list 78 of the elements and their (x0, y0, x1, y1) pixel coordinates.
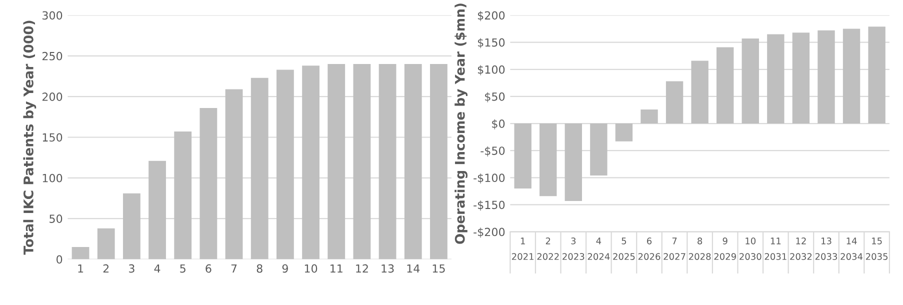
bar (691, 60, 708, 124)
x-tick-label: 6 (206, 264, 212, 273)
bar (122, 193, 140, 260)
y-tick-label: $0 (492, 119, 505, 130)
bar (148, 160, 166, 260)
y-tick-label: 150 (42, 133, 62, 142)
y-axis-title: Operating Income by Year ($mn) (454, 4, 468, 244)
x-tick-label: 10 2030 (740, 238, 762, 260)
x-tick-label: 7 (231, 264, 237, 273)
bar (615, 124, 633, 142)
bar (276, 70, 294, 260)
bar (200, 108, 218, 260)
x-tick-label: 5 2025 (613, 238, 635, 260)
x-tick-label: 1 (78, 264, 84, 273)
x-tick-label: 10 (304, 264, 318, 273)
y-tick-label: -$150 (474, 200, 505, 211)
x-tick-label: 14 2034 (840, 238, 863, 260)
y-tick-label: 0 (56, 255, 62, 264)
bar (564, 124, 582, 201)
x-tick-label: 12 2032 (790, 238, 812, 260)
bar (742, 38, 759, 124)
bar (666, 81, 684, 124)
bar (842, 28, 860, 124)
y-axis-title: Total IKC Patients by Year (000) (23, 20, 36, 255)
bar (404, 64, 422, 260)
bar (590, 124, 608, 176)
bar (174, 132, 192, 260)
bar (72, 247, 90, 260)
x-tick-label: 8 2028 (689, 238, 711, 260)
x-tick-label: 4 2024 (588, 238, 610, 260)
x-tick-label: 9 2029 (714, 238, 736, 260)
y-tick-label: 50 (50, 214, 62, 223)
x-tick-label: 6 2026 (638, 238, 660, 260)
bar (430, 64, 448, 260)
x-tick-label: 3 (129, 264, 134, 273)
y-tick-label: $150 (478, 38, 505, 48)
x-tick-label: 13 2033 (815, 238, 838, 260)
x-tick-label: 8 (256, 264, 262, 273)
bar (225, 89, 243, 260)
y-tick-label: 250 (42, 52, 62, 60)
x-tick-label: 14 (407, 264, 420, 273)
x-tick-label: 3 2023 (562, 238, 584, 260)
bar (328, 64, 346, 260)
bar (716, 47, 734, 124)
x-tick-label: 5 (180, 264, 186, 273)
bar (868, 26, 886, 124)
bar (818, 30, 835, 124)
x-tick-label: 9 (282, 264, 288, 273)
bar (640, 109, 658, 124)
x-tick-label: 1 2021 (512, 238, 534, 260)
bar (353, 64, 371, 260)
x-tick-label: 11 (330, 264, 342, 273)
x-tick-label: 15 (432, 264, 445, 273)
bar (767, 34, 784, 124)
y-tick-label: 300 (42, 11, 62, 20)
y-tick-label: 100 (42, 174, 62, 182)
x-tick-label: 13 (382, 264, 394, 273)
y-tick-label: $200 (478, 11, 505, 22)
x-tick-label: 15 2035 (866, 238, 888, 260)
bar (540, 124, 557, 196)
y-tick-label: -$200 (474, 228, 505, 238)
x-tick-label: 2 (103, 264, 109, 273)
y-tick-label: $50 (485, 92, 505, 102)
x-tick-label: 11 2031 (764, 238, 786, 260)
bar (514, 124, 532, 188)
x-tick-label: 7 2027 (664, 238, 686, 260)
y-tick-label: -$50 (480, 146, 505, 156)
bar (378, 64, 396, 260)
bar (302, 66, 320, 260)
bar (250, 78, 268, 260)
y-tick-label: -$100 (474, 173, 505, 184)
y-tick-label: 200 (42, 92, 62, 101)
x-tick-label: 2 2022 (537, 238, 559, 260)
x-tick-label: 4 (154, 264, 160, 273)
y-tick-label: $100 (478, 65, 505, 76)
x-tick-label: 12 (356, 264, 368, 273)
bar (97, 228, 115, 260)
bar (792, 32, 810, 124)
